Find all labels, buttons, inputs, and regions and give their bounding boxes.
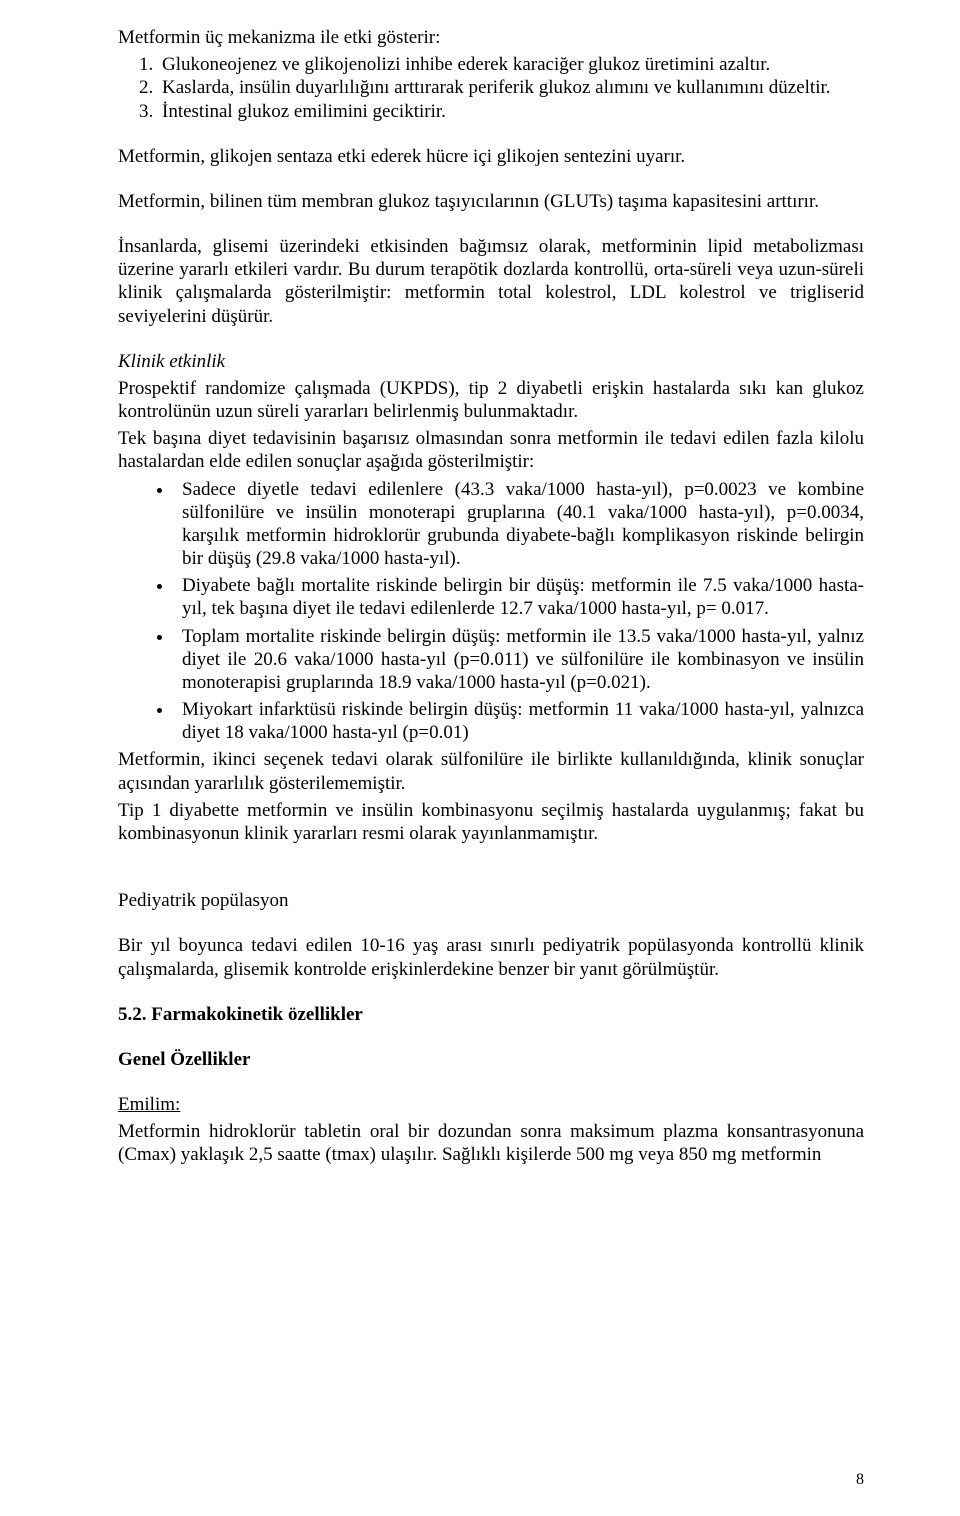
klinik-paragraph: Prospektif randomize çalışmada (UKPDS), … [118, 377, 864, 423]
genel-ozellikler-heading: Genel Özellikler [118, 1048, 864, 1071]
pediatrik-section: Pediyatrik popülasyon Bir yıl boyunca te… [118, 889, 864, 981]
klinik-section: Klinik etkinlik Prospektif randomize çal… [118, 350, 864, 845]
klinik-paragraph: Tek başına diyet tedavisinin başarısız o… [118, 427, 864, 473]
mechanism-item: Kaslarda, insülin duyarlılığını arttırar… [158, 76, 864, 99]
klinik-after: Tip 1 diyabette metformin ve insülin kom… [118, 799, 864, 845]
paragraph: Metformin, glikojen sentaza etki ederek … [118, 145, 864, 168]
mechanism-item: İntestinal glukoz emilimini geciktirir. [158, 100, 864, 123]
bullet-item: Diyabete bağlı mortalite riskinde belirg… [174, 574, 864, 620]
intro-line: Metformin üç mekanizma ile etki gösterir… [118, 26, 864, 49]
klinik-after: Metformin, ikinci seçenek tedavi olarak … [118, 748, 864, 794]
mechanism-list: Glukoneojenez ve glikojenolizi inhibe ed… [118, 53, 864, 123]
bullet-item: Toplam mortalite riskinde belirgin düşüş… [174, 625, 864, 695]
document-page: Metformin üç mekanizma ile etki gösterir… [0, 0, 960, 1516]
mechanism-item: Glukoneojenez ve glikojenolizi inhibe ed… [158, 53, 864, 76]
intro-block: Metformin üç mekanizma ile etki gösterir… [118, 26, 864, 123]
paragraph: Metformin, bilinen tüm membran glukoz ta… [118, 190, 864, 213]
paragraph: İnsanlarda, glisemi üzerindeki etkisinde… [118, 235, 864, 328]
emilim-block: Emilim: Metformin hidroklorür tabletin o… [118, 1093, 864, 1167]
pediatrik-heading: Pediyatrik popülasyon [118, 889, 864, 912]
emilim-text: Metformin hidroklorür tabletin oral bir … [118, 1120, 864, 1166]
farmakokinetik-heading: 5.2. Farmakokinetik özellikler [118, 1003, 864, 1026]
klinik-heading: Klinik etkinlik [118, 350, 864, 373]
klinik-bullets: Sadece diyetle tedavi edilenlere (43.3 v… [118, 478, 864, 745]
pediatrik-paragraph: Bir yıl boyunca tedavi edilen 10-16 yaş … [118, 934, 864, 980]
emilim-label: Emilim: [118, 1093, 864, 1116]
page-number: 8 [856, 1470, 864, 1490]
bullet-item: Sadece diyetle tedavi edilenlere (43.3 v… [174, 478, 864, 571]
bullet-item: Miyokart infarktüsü riskinde belirgin dü… [174, 698, 864, 744]
